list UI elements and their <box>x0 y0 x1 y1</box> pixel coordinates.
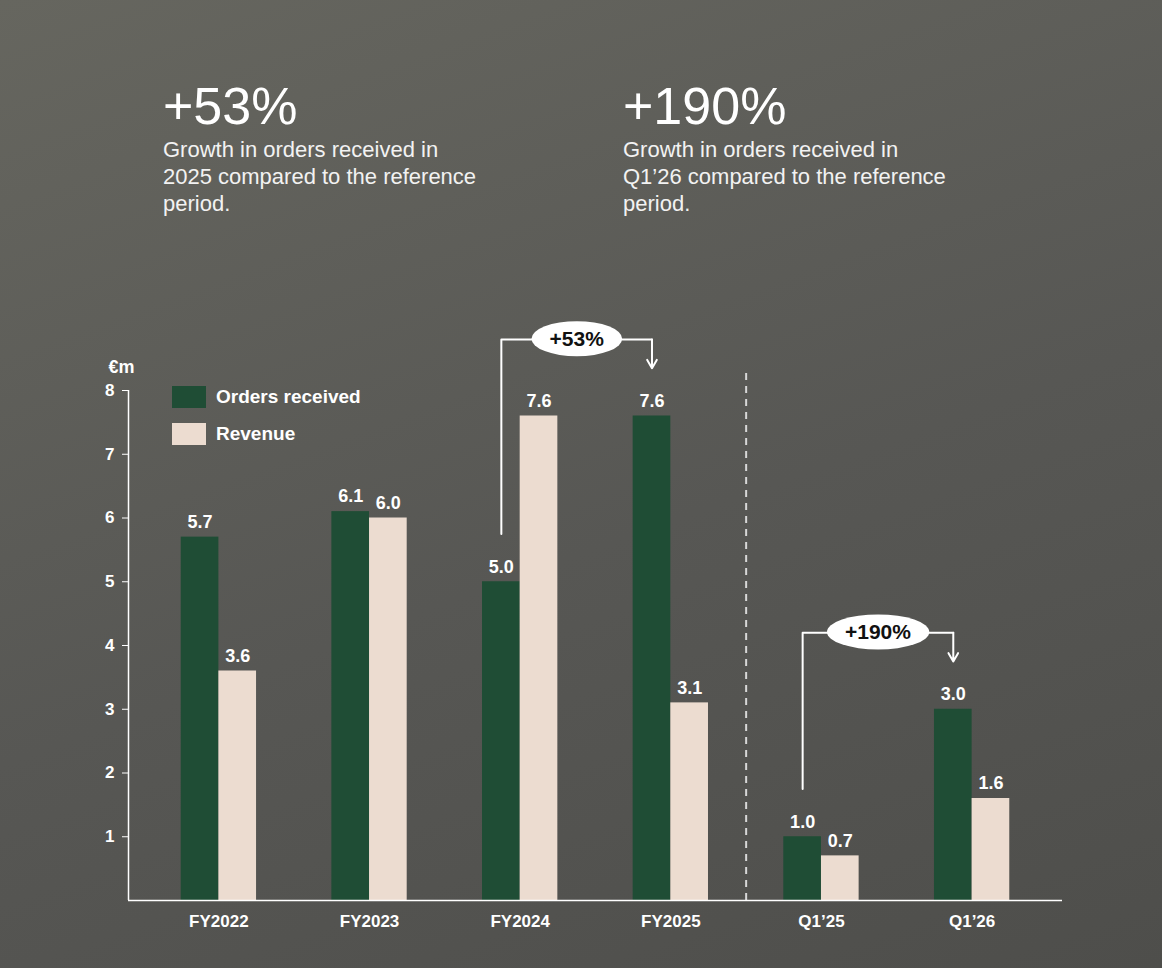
svg-text:3.6: 3.6 <box>225 646 250 666</box>
svg-text:5.0: 5.0 <box>489 557 514 577</box>
svg-text:€m: €m <box>109 357 135 377</box>
svg-text:3.0: 3.0 <box>941 684 966 704</box>
svg-text:5.7: 5.7 <box>188 512 213 532</box>
svg-text:0.7: 0.7 <box>828 831 853 851</box>
html-text:Revenue: Revenue <box>216 422 296 444</box>
svg-text:7.6: 7.6 <box>526 391 551 411</box>
svg-text:6.0: 6.0 <box>376 493 401 513</box>
svg-text:2: 2 <box>105 763 114 782</box>
svg-text:Q1’25: Q1’25 <box>798 912 844 931</box>
svg-text:FY2024: FY2024 <box>490 912 550 931</box>
html-text:+53%: +53% <box>163 77 298 135</box>
svg-text:1: 1 <box>105 827 114 846</box>
html-text:Growth in orders received in 2: Growth in orders received in 2025 compar… <box>163 137 477 216</box>
svg-text:5: 5 <box>105 572 114 591</box>
svg-text:Q1’26: Q1’26 <box>949 912 995 931</box>
svg-text:6.1: 6.1 <box>338 486 363 506</box>
svg-text:1.0: 1.0 <box>790 812 815 832</box>
svg-text:8: 8 <box>105 381 114 400</box>
svg-text:FY2025: FY2025 <box>641 912 701 931</box>
html-text:Growth in orders received in Q: Growth in orders received in Q1’26 compa… <box>623 137 946 216</box>
svg-text:1.6: 1.6 <box>978 773 1003 793</box>
svg-text:6: 6 <box>105 508 114 527</box>
svg-text:+53%: +53% <box>550 327 605 350</box>
svg-text:3.1: 3.1 <box>677 678 702 698</box>
svg-text:FY2022: FY2022 <box>189 912 249 931</box>
html-text:Orders received: Orders received <box>216 385 361 407</box>
svg-text:+190%: +190% <box>845 620 911 643</box>
svg-text:4: 4 <box>105 636 115 655</box>
svg-text:7: 7 <box>105 445 114 464</box>
svg-text:7.6: 7.6 <box>639 391 664 411</box>
svg-text:FY2023: FY2023 <box>340 912 400 931</box>
svg-text:3: 3 <box>105 700 114 719</box>
html-text:+190%: +190% <box>623 77 787 135</box>
